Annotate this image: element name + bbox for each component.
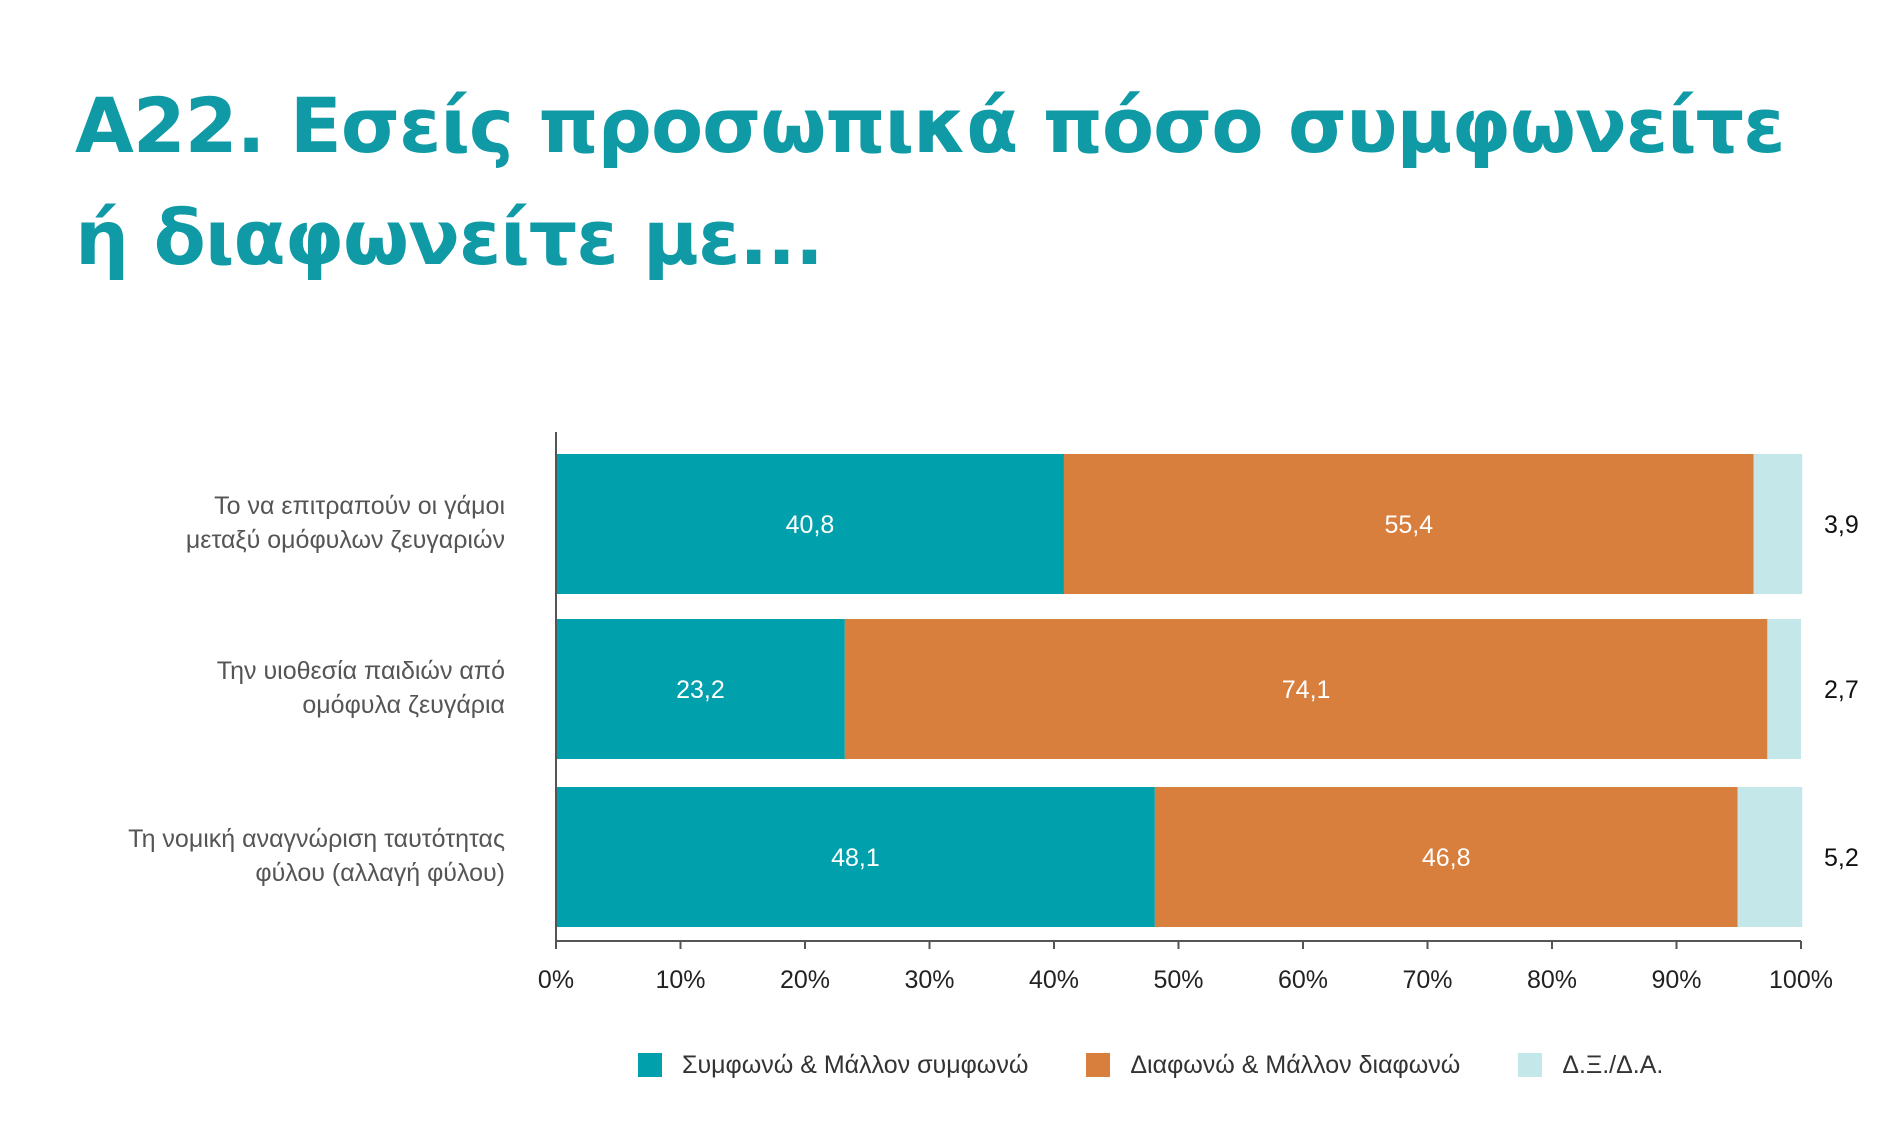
bar-segment-2-3 xyxy=(1767,619,1801,759)
title-line-1: Α22. Εσείς προσωπικά πόσο συμφωνείτε xyxy=(75,81,1785,170)
bar-segment-3-2 xyxy=(1154,787,1738,927)
legend-item-3: Δ.Ξ./Δ.Α. xyxy=(1518,1051,1663,1080)
data-label-1-1: 40,8 xyxy=(786,511,835,539)
x-tick-label-11: 100% xyxy=(1769,966,1833,994)
bar-segment-1-3 xyxy=(1753,454,1803,594)
bar-segment-1-2 xyxy=(1063,454,1754,594)
x-tick-label-8: 70% xyxy=(1402,966,1452,994)
bar-segment-3-1 xyxy=(556,787,1155,927)
category-label-3-line-1: Τη νομική αναγνώριση ταυτότητας xyxy=(128,825,505,853)
category-label-1-line-2: μεταξύ ομόφυλων ζευγαριών xyxy=(186,526,505,554)
x-tick-label-2: 10% xyxy=(655,966,705,994)
x-tick-label-7: 60% xyxy=(1278,966,1328,994)
legend-swatch-3 xyxy=(1518,1053,1543,1077)
bar-segment-2-2 xyxy=(844,619,1768,759)
x-tick-label-1: 0% xyxy=(538,966,574,994)
legend-label-2: Διαφωνώ & Μάλλον διαφωνώ xyxy=(1130,1050,1461,1079)
data-label-1-3: 3,9 xyxy=(1824,511,1859,539)
legend-swatch-2 xyxy=(1086,1053,1111,1077)
data-label-2-3: 2,7 xyxy=(1824,676,1859,704)
category-label-3-line-2: φύλου (αλλαγή φύλου) xyxy=(255,859,505,887)
chart-legend: Συμφωνώ & Μάλλον συμφωνώ Διαφωνώ & Μάλλον… xyxy=(638,1045,1721,1085)
category-label-1-line-1: Το να επιτραπούν οι γάμοι xyxy=(214,492,505,520)
category-label-2-line-1: Την υιοθεσία παιδιών από xyxy=(217,657,505,685)
bar-segment-2-1 xyxy=(556,619,845,759)
data-label-3-2: 46,8 xyxy=(1422,844,1471,872)
data-label-3-3: 5,2 xyxy=(1824,844,1859,872)
data-label-2-1: 23,2 xyxy=(676,676,725,704)
x-tick-label-10: 90% xyxy=(1651,966,1701,994)
x-tick-label-4: 30% xyxy=(904,966,954,994)
x-tick-label-5: 40% xyxy=(1029,966,1079,994)
legend-label-1: Συμφωνώ & Μάλλον συμφωνώ xyxy=(682,1050,1029,1079)
legend-label-3: Δ.Ξ./Δ.Α. xyxy=(1562,1050,1664,1079)
x-tick-label-6: 50% xyxy=(1153,966,1203,994)
data-label-3-1: 48,1 xyxy=(831,844,880,872)
legend-item-2: Διαφωνώ & Μάλλον διαφωνώ xyxy=(1086,1051,1460,1080)
title-line-2: ή διαφωνείτε με... xyxy=(75,193,824,282)
x-tick-label-9: 80% xyxy=(1527,966,1577,994)
page-title: Α22. Εσείς προσωπικά πόσο συμφωνείτε ή δ… xyxy=(75,70,1855,294)
data-label-1-2: 55,4 xyxy=(1384,511,1433,539)
legend-item-1: Συμφωνώ & Μάλλον συμφωνώ xyxy=(638,1051,1028,1080)
category-label-2-line-2: ομόφυλα ζευγάρια xyxy=(302,691,505,719)
bar-segment-1-1 xyxy=(556,454,1064,594)
bar-segment-3-3 xyxy=(1737,787,1803,927)
data-label-2-2: 74,1 xyxy=(1282,676,1331,704)
legend-swatch-1 xyxy=(638,1053,662,1077)
x-tick-label-3: 20% xyxy=(780,966,830,994)
